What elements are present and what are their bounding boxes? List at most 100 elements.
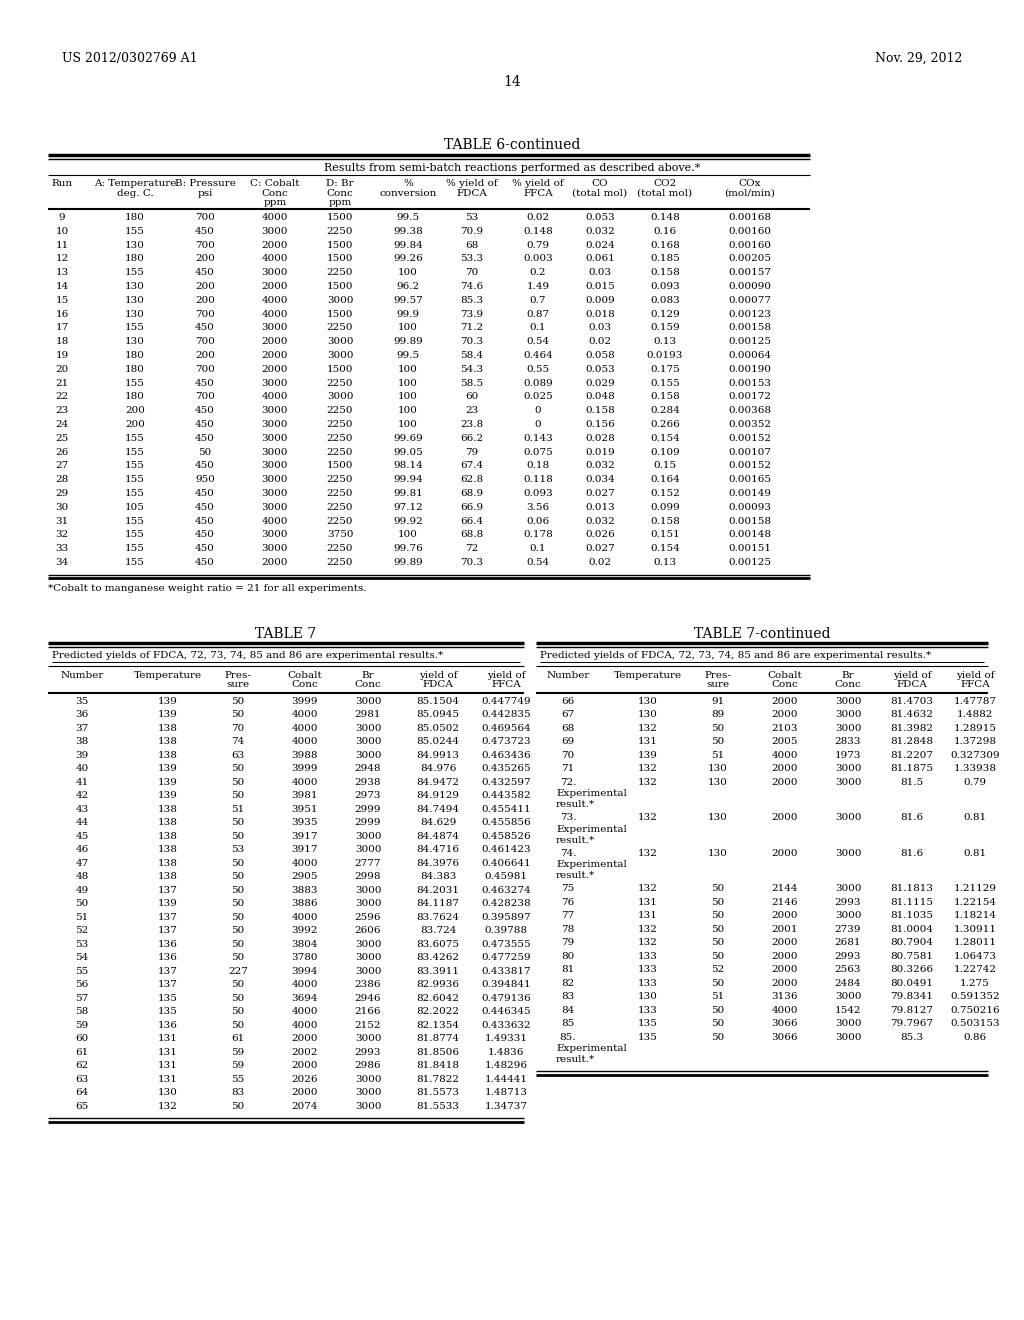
Text: 62.8: 62.8 [461, 475, 483, 484]
Text: 450: 450 [195, 407, 215, 416]
Text: Predicted yields of FDCA, 72, 73, 74, 85 and 86 are experimental results.*: Predicted yields of FDCA, 72, 73, 74, 85… [540, 651, 931, 660]
Text: 0.00368: 0.00368 [728, 407, 771, 416]
Text: 66.2: 66.2 [461, 434, 483, 442]
Text: 72: 72 [465, 544, 478, 553]
Text: 85.0945: 85.0945 [417, 710, 460, 719]
Text: 0.159: 0.159 [650, 323, 680, 333]
Text: 180: 180 [125, 392, 145, 401]
Text: 0.148: 0.148 [523, 227, 553, 236]
Text: 4000: 4000 [292, 1020, 318, 1030]
Text: 24: 24 [55, 420, 69, 429]
Text: 0.093: 0.093 [523, 488, 553, 498]
Text: 70.3: 70.3 [461, 337, 483, 346]
Text: 82.9936: 82.9936 [417, 981, 460, 989]
Text: 3917: 3917 [292, 845, 318, 854]
Text: 82.1354: 82.1354 [417, 1020, 460, 1030]
Text: 0.447749: 0.447749 [481, 697, 530, 706]
Text: US 2012/0302769 A1: US 2012/0302769 A1 [62, 51, 198, 65]
Text: 58.5: 58.5 [461, 379, 483, 388]
Text: 138: 138 [158, 738, 178, 746]
Text: 136: 136 [158, 1020, 178, 1030]
Text: 50: 50 [712, 738, 725, 746]
Text: 700: 700 [195, 213, 215, 222]
Text: ppm: ppm [263, 198, 287, 207]
Text: 99.84: 99.84 [393, 240, 423, 249]
Text: 17: 17 [55, 323, 69, 333]
Text: Number: Number [60, 671, 103, 680]
Text: 1500: 1500 [327, 213, 353, 222]
Text: 50: 50 [712, 925, 725, 933]
Text: 3694: 3694 [292, 994, 318, 1003]
Text: 3000: 3000 [354, 738, 381, 746]
Text: 137: 137 [158, 913, 178, 921]
Text: 0.428238: 0.428238 [481, 899, 530, 908]
Text: 50: 50 [712, 723, 725, 733]
Text: 50: 50 [231, 994, 245, 1003]
Text: 0.266: 0.266 [650, 420, 680, 429]
Text: 0.00165: 0.00165 [728, 475, 771, 484]
Text: 60: 60 [465, 392, 478, 401]
Text: 1973: 1973 [835, 751, 861, 760]
Text: 66.9: 66.9 [461, 503, 483, 512]
Text: 3000: 3000 [354, 723, 381, 733]
Text: 135: 135 [158, 994, 178, 1003]
Text: COx: COx [738, 180, 761, 187]
Text: 34: 34 [55, 558, 69, 568]
Text: 0.118: 0.118 [523, 475, 553, 484]
Text: 61: 61 [76, 1048, 89, 1057]
Text: 0.00152: 0.00152 [728, 434, 771, 442]
Text: 82.2022: 82.2022 [417, 1007, 460, 1016]
Text: 1542: 1542 [835, 1006, 861, 1015]
Text: 81.1813: 81.1813 [891, 884, 934, 894]
Text: 41: 41 [76, 777, 89, 787]
Text: 84.4716: 84.4716 [417, 845, 460, 854]
Text: 138: 138 [158, 832, 178, 841]
Text: 0.032: 0.032 [585, 227, 614, 236]
Text: 38: 38 [76, 738, 89, 746]
Text: 99.5: 99.5 [396, 213, 420, 222]
Text: 0.075: 0.075 [523, 447, 553, 457]
Text: 155: 155 [125, 488, 145, 498]
Text: 0.479136: 0.479136 [481, 994, 530, 1003]
Text: 3000: 3000 [354, 886, 381, 895]
Text: 4000: 4000 [292, 913, 318, 921]
Text: 84.3976: 84.3976 [417, 859, 460, 867]
Text: 51: 51 [712, 751, 725, 760]
Text: 50: 50 [712, 939, 725, 948]
Text: 200: 200 [195, 351, 215, 360]
Text: 133: 133 [638, 952, 658, 961]
Text: 137: 137 [158, 981, 178, 989]
Text: 83.724: 83.724 [420, 927, 456, 936]
Text: Experimental: Experimental [556, 825, 627, 834]
Text: 89: 89 [712, 710, 725, 719]
Text: 155: 155 [125, 516, 145, 525]
Text: 73.: 73. [560, 813, 577, 822]
Text: 80.3266: 80.3266 [891, 965, 934, 974]
Text: 0.7: 0.7 [529, 296, 546, 305]
Text: 0.148: 0.148 [650, 213, 680, 222]
Text: 155: 155 [125, 434, 145, 442]
Text: 0.027: 0.027 [585, 488, 614, 498]
Text: 0.109: 0.109 [650, 447, 680, 457]
Text: 2993: 2993 [835, 952, 861, 961]
Text: 37: 37 [76, 723, 89, 733]
Text: 0.00151: 0.00151 [728, 544, 771, 553]
Text: 139: 139 [158, 777, 178, 787]
Text: 25: 25 [55, 434, 69, 442]
Text: 100: 100 [398, 364, 418, 374]
Text: 2144: 2144 [772, 884, 799, 894]
Text: 81.8418: 81.8418 [417, 1061, 460, 1071]
Text: 80.7581: 80.7581 [891, 952, 934, 961]
Text: 130: 130 [708, 764, 728, 774]
Text: 0.13: 0.13 [653, 337, 677, 346]
Text: 0.00093: 0.00093 [728, 503, 771, 512]
Text: 51: 51 [712, 993, 725, 1002]
Text: 10: 10 [55, 227, 69, 236]
Text: 1.34737: 1.34737 [484, 1102, 527, 1111]
Text: 0.18: 0.18 [526, 462, 550, 470]
Text: 78: 78 [561, 925, 574, 933]
Text: 1.37298: 1.37298 [953, 738, 996, 746]
Text: 3750: 3750 [327, 531, 353, 540]
Text: 14: 14 [55, 282, 69, 290]
Text: 0.469564: 0.469564 [481, 723, 530, 733]
